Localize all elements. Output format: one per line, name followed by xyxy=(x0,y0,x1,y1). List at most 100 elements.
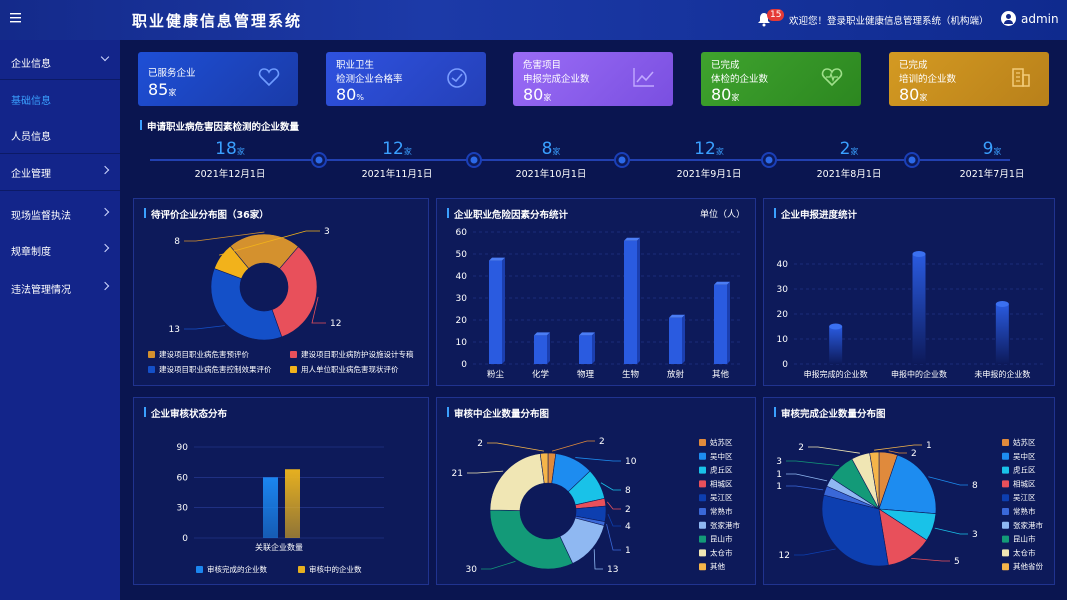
sidebar-item-company-info[interactable]: 企业信息 xyxy=(0,43,120,79)
x-tick-label: 未申报的企业数 xyxy=(974,369,1030,379)
pie-label: 21 xyxy=(452,469,463,479)
pie-leader-line xyxy=(551,440,595,452)
legend-label: 相城区 xyxy=(710,478,733,488)
pie-label: 2 xyxy=(911,449,917,459)
panel-title: 企业审核状态分布 xyxy=(144,406,227,420)
x-tick-label: 放射 xyxy=(667,369,685,380)
bar-side-face xyxy=(547,332,550,364)
bar-top-face xyxy=(714,281,730,285)
timeline-node-dot xyxy=(908,156,916,164)
chart-auditing-distribution: 2 10 8 2 4 1 13 30 21 2 姑苏区吴中区虎丘区相城区吴江区常熟市张家港市昆山市太… xyxy=(452,437,741,575)
card-value: 80家 xyxy=(711,85,740,104)
x-tick-label: 物理 xyxy=(577,369,595,380)
avatar[interactable] xyxy=(1001,11,1016,26)
timeline-node xyxy=(904,152,920,168)
stat-card-served-companies[interactable]: 已服务企业 85家 xyxy=(138,52,298,106)
pie-leader-line xyxy=(928,476,968,486)
panel-declaration-progress: 企业申报进度统计 0 10 20 30 40 申报完成的企业数 申报中的企业数 未申报的企业数 xyxy=(763,198,1055,386)
pie-slice xyxy=(489,453,545,511)
y-tick-label: 30 xyxy=(177,504,189,514)
legend-label: 建设项目职业病防护设施设计专稿 xyxy=(301,349,414,359)
check-icon xyxy=(447,68,467,88)
pie-label: 2 xyxy=(599,437,605,447)
legend-label: 吴中区 xyxy=(710,451,733,461)
pie-leader-line xyxy=(911,557,950,562)
bar-side-face xyxy=(682,314,685,364)
pie-slice xyxy=(210,268,283,341)
legend-label: 审核完成的企业数 xyxy=(207,564,267,574)
notification-badge: 15 xyxy=(767,9,785,21)
sidebar-item-label: 基础信息 xyxy=(11,96,51,107)
pie-leader-line xyxy=(311,296,326,324)
bar-top-face xyxy=(624,237,640,241)
pie-label: 1 xyxy=(776,470,782,480)
pie-label: 1 xyxy=(625,546,631,556)
x-tick-label: 关联企业数量 xyxy=(255,542,303,552)
y-tick-label: 90 xyxy=(177,443,189,453)
legend-swatch xyxy=(699,452,706,460)
card-label: 已完成 xyxy=(899,60,928,71)
legend-label: 昆山市 xyxy=(1013,534,1036,544)
y-tick-label: 0 xyxy=(782,360,788,370)
pie-leader-line xyxy=(874,444,922,451)
pie-label: 4 xyxy=(625,522,631,532)
legend-swatch xyxy=(699,549,706,557)
bar xyxy=(489,260,502,364)
panel-title: 企业申报进度统计 xyxy=(774,207,857,221)
card-value: 80% xyxy=(336,85,364,104)
pie-leader-line xyxy=(600,482,621,491)
sidebar-item-label: 现场监督执法 xyxy=(11,211,71,222)
timeline-node xyxy=(311,152,327,168)
pie-slice xyxy=(489,509,574,570)
pie-leader-line xyxy=(607,513,621,527)
pie-label: 8 xyxy=(972,481,978,491)
stat-card-health-checked[interactable]: 已完成 体检的企业数 80家 xyxy=(701,52,861,106)
legend-swatch xyxy=(290,351,297,358)
bar-top-face xyxy=(534,332,550,336)
sidebar-item-label: 人员信息 xyxy=(11,132,51,143)
legend-swatch xyxy=(699,508,706,515)
x-tick-label: 申报中的企业数 xyxy=(891,369,947,379)
legend-swatch xyxy=(699,466,706,474)
stat-card-trained[interactable]: 已完成 培训的企业数 80家 xyxy=(889,52,1049,106)
stat-card-hazard-declared[interactable]: 危害项目 申报完成企业数 80家 xyxy=(513,52,673,106)
sidebar-item-label: 企业管理 xyxy=(11,169,51,180)
legend-swatch xyxy=(699,480,706,488)
hamburger-icon xyxy=(10,13,21,23)
legend-label: 用人单位职业病危害现状评价 xyxy=(301,364,399,374)
legend-label: 常熟市 xyxy=(710,506,733,516)
username[interactable]: admin xyxy=(1021,12,1059,26)
card-value: 80家 xyxy=(899,85,928,104)
panel-hazard-distribution: 企业职业危险因素分布统计 单位（人） 0 10 20 30 40 50 60 粉尘 化学 物理 生物… xyxy=(436,198,756,386)
sidebar-item-basic-info[interactable]: 基础信息 xyxy=(0,80,120,116)
y-tick-label: 50 xyxy=(456,250,468,260)
pie-label: 2 xyxy=(477,439,483,449)
bar xyxy=(714,284,727,364)
sidebar-item-label: 违法管理情况 xyxy=(11,285,71,296)
pie-leader-line xyxy=(786,460,840,466)
divider xyxy=(0,190,120,191)
menu-toggle-button[interactable] xyxy=(0,0,120,40)
sidebar-item-regulations[interactable]: 规章制度 xyxy=(0,231,120,267)
pie-leader-line xyxy=(606,523,621,551)
bar-cap xyxy=(912,251,926,257)
sidebar-item-onsite-supervision[interactable]: 现场监督执法 xyxy=(0,195,120,231)
sidebar-item-company-management[interactable]: 企业管理 xyxy=(0,153,120,189)
panel-title: 审核中企业数量分布图 xyxy=(447,406,549,420)
x-tick-label: 粉尘 xyxy=(487,369,505,380)
sidebar-item-staff-info[interactable]: 人员信息 xyxy=(0,116,120,152)
pie-leader-line xyxy=(575,457,621,462)
pie-leader-line xyxy=(786,485,824,491)
card-label: 培训的企业数 xyxy=(899,74,957,85)
sidebar-item-violations[interactable]: 违法管理情况 xyxy=(0,269,120,305)
card-value: 80家 xyxy=(523,85,552,104)
panel-title: 审核完成企业数量分布图 xyxy=(774,406,886,420)
stat-card-pass-rate[interactable]: 职业卫生 检测企业合格率 80% xyxy=(326,52,486,106)
y-tick-label: 40 xyxy=(456,272,468,282)
panel-audited-distribution: 审核完成企业数量分布图 2 8 3 5 12 1 1 3 2 1 姑苏区 吴中区 虎丘区 相城区 吴江区 常熟… xyxy=(763,397,1055,585)
bar-top-face xyxy=(669,314,685,318)
legend-label: 吴江区 xyxy=(1013,493,1036,502)
x-tick-label: 生物 xyxy=(622,369,640,380)
timeline-node-dot xyxy=(470,156,478,164)
